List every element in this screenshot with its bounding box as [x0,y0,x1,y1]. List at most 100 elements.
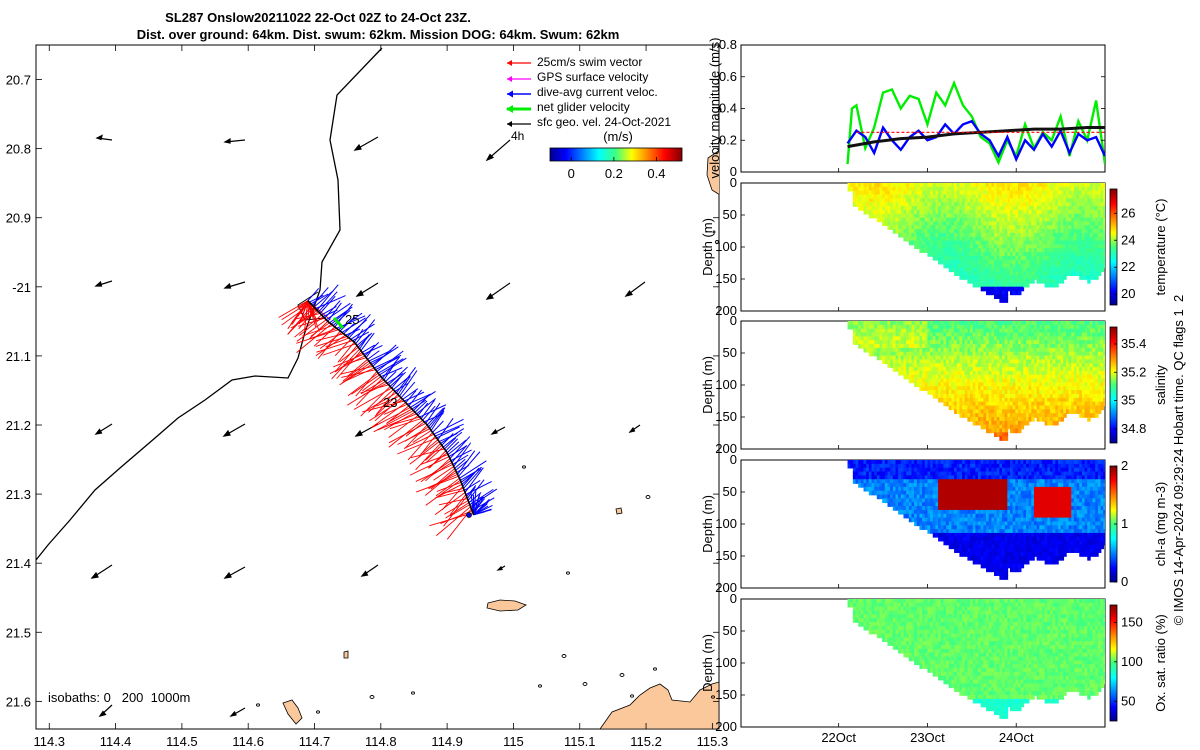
depth-tick-label: 100 [715,655,737,670]
heatmap-panel: 0 50 100 150 200 Depth (m) 0 1 2 chl-a (mg m-3) [700,452,1168,595]
map-y-tick-label: 20.8 [6,142,31,157]
map-colorbar-tick-label: 0.4 [647,166,665,181]
depth-tick-label: 150 [715,687,737,702]
colorbar-tick-label: 20 [1121,286,1135,301]
colorbar-tick-label: 35.4 [1121,336,1146,351]
colorbar-label: temperature (°C) [1153,199,1168,296]
map-title-line-1: SL287 Onslow20211022 22-Oct 02Z to 24-Oc… [165,10,471,25]
island [486,599,527,612]
depth-tick-label: 200 [715,303,737,318]
depth-tick-label: 50 [723,345,737,360]
heatmap-cells [847,599,1105,719]
heatmap-colorbar [1109,326,1118,444]
reef-dots [256,230,719,714]
map-y-axis: 20.7 20.8 20.9 -21 21.1 21.2 21.3 21.4 21.5 21.6 [6,73,719,709]
map-colorbar-tick-label: 0.2 [605,166,623,181]
velocity-series-line [846,79,1105,166]
track-label-25: 25 [345,312,359,327]
map-y-tick-label: 21.6 [6,694,31,709]
map-x-axis: 114.3 114.4 114.5 114.6 114.7 114.8 114.9 115 11… [33,45,728,749]
island [706,150,719,195]
glider-end-marker [466,512,472,518]
isobaths-label: isobaths: 0 200 1000m [48,690,190,705]
geostrophic-arrows [90,134,646,718]
map-panel: 25 23 114.3 114.4 114.5 114.6 114.7 114.8 114.… [6,44,728,749]
credit-text: © IMOS 14-Apr-2024 09:29:24 Hobart time.… [1171,295,1186,625]
heatmap-panel: 0 50 100 150 200 Depth (m) 50 100 150 Ox. sat. ra… [700,591,1168,734]
depth-tick-label: 100 [715,516,737,531]
map-y-tick-label: 21.3 [6,487,31,502]
map-y-tick-label: -21 [12,280,31,295]
velocity-y-tick-label: 0.4 [719,101,737,116]
legend-swim: 25cm/s swim vector [537,55,642,69]
map-y-tick-label: 21.1 [6,349,31,364]
depth-tick-label: 150 [715,271,737,286]
depth-tick-label: 150 [715,409,737,424]
velocity-series-line [846,119,1105,163]
map-y-tick-label: 21.2 [6,418,31,433]
depth-tick-label: 0 [730,313,737,328]
colorbar-tick-label: 35.2 [1121,364,1146,379]
colorbar-unit: (m/s) [603,129,633,144]
colorbar-tick-label: 26 [1121,205,1135,220]
map-x-tick-label: 114.7 [299,734,331,749]
map-title-line-2: Dist. over ground: 64km. Dist. swum: 62k… [137,27,620,42]
map-y-tick-label: 21.4 [6,556,31,571]
coastline [36,47,383,561]
colorbar-tick-label: 100 [1121,654,1143,669]
time-tick-label: 23Oct [910,730,945,745]
net-glider-velocity [332,316,345,330]
depth-tick-label: 0 [730,591,737,606]
depth-tick-label: 100 [715,239,737,254]
depth-tick-label: 200 [715,719,737,734]
heatmap-cells [847,460,1105,580]
map-x-tick-label: 114.4 [100,734,132,749]
map-colorbar-ticks: 0 0.2 0.4 [568,157,665,181]
heatmap-cells [847,321,1105,441]
map-legend: 25cm/s swim vector GPS surface velocity … [506,55,683,181]
glider-track [307,300,475,516]
depth-axis-label: Depth (m) [700,495,715,553]
legend-net: net glider velocity [537,100,630,114]
colorbar-tick-label: 150 [1121,614,1143,629]
velocity-panel: 0 0.2 0.4 0.6 0.8 velocity magnitude (m/s) [707,37,1106,179]
time-tick-label: 24Oct [999,730,1034,745]
map-x-tick-label: 114.5 [166,734,198,749]
island [343,650,349,659]
depth-tick-label: 50 [723,207,737,222]
island [599,681,719,729]
colorbar-label: chl-a (mg m-3) [1153,482,1168,567]
depth-tick-label: 50 [723,484,737,499]
heatmap-panel: 0 50 100 150 200 Depth (m) 20 22 24 26 temperature… [700,175,1168,318]
colorbar-tick-label: 22 [1121,259,1135,274]
colorbar-tick-label: 2 [1121,458,1128,473]
colorbar-label: Ox. sat. ratio (%) [1153,614,1168,712]
island [615,507,623,515]
legend-4h: 4h [511,129,524,143]
depth-tick-label: 150 [715,548,737,563]
velocity-ylabel: velocity magnitude (m/s) [707,38,722,179]
colorbar-tick-label: 50 [1121,693,1135,708]
colorbar-label: salinity [1153,365,1168,405]
velocity-y-tick-label: 0.2 [719,132,737,147]
velocity-y-tick-label: 0.8 [719,37,737,52]
heatmap-colorbar [1109,188,1118,306]
time-axis: 22Oct 23Oct 24Oct [821,730,1034,745]
map-x-tick-label: 114.9 [431,734,463,749]
time-tick-label: 22Oct [821,730,856,745]
heatmap-panel: 0 50 100 150 200 Depth (m) 34.8 35 35.2 35.4 salin… [700,313,1168,456]
map-x-tick-label: 115.2 [630,734,662,749]
map-x-tick-label: 114.6 [232,734,264,749]
depth-axis-label: Depth (m) [700,634,715,692]
depth-axis-label: Depth (m) [700,218,715,276]
depth-tick-label: 0 [730,452,737,467]
map-x-tick-label: 114.3 [33,734,65,749]
colorbar-tick-label: 34.8 [1121,421,1146,436]
velocity-y-tick-label: 0 [730,164,737,179]
map-y-tick-label: 21.5 [6,625,31,640]
colorbar-tick-label: 1 [1121,516,1128,531]
legend-current: dive-avg current veloc. [537,85,658,99]
legend-sfc: sfc geo. vel. 24-Oct-2021 [537,115,671,129]
swim-vectors [278,300,473,540]
velocity-y-tick-label: 0.6 [719,69,737,84]
